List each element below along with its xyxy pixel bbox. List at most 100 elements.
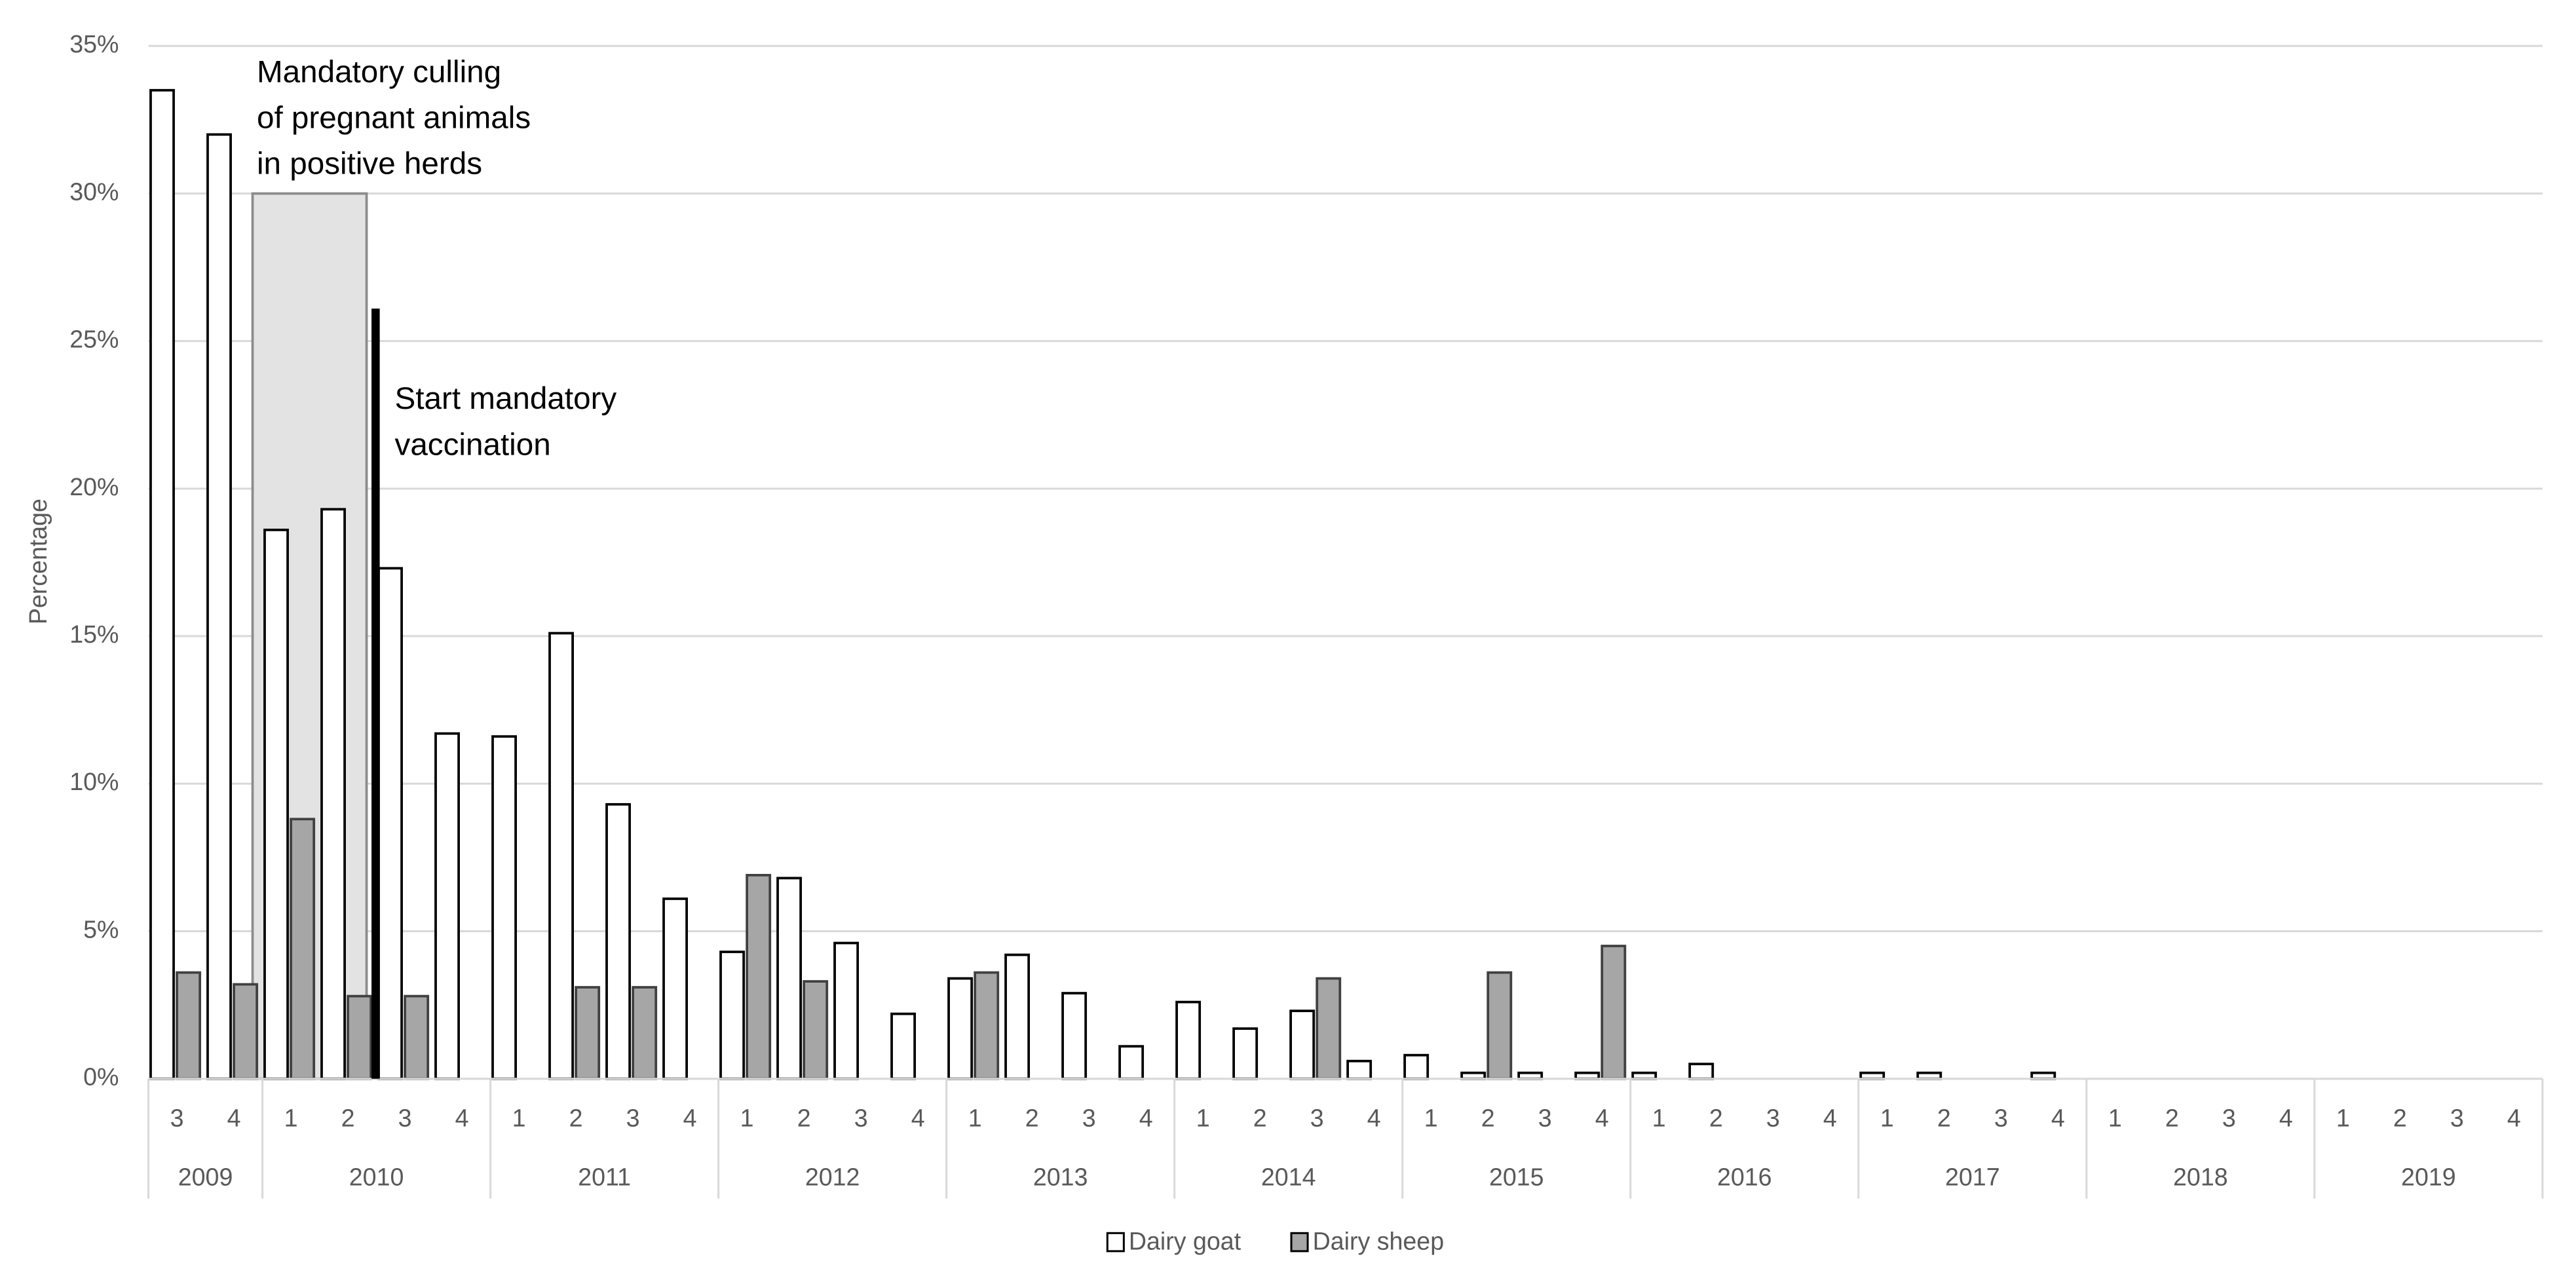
bar	[803, 980, 829, 1080]
x-tick-label: 1	[1880, 1104, 1894, 1131]
bar	[377, 567, 403, 1080]
x-tick-label: 4	[1823, 1104, 1837, 1131]
x-tick-label: 2	[1709, 1104, 1723, 1131]
bar	[491, 735, 517, 1080]
bar	[1346, 1059, 1373, 1080]
bar	[632, 986, 658, 1080]
bar	[776, 877, 803, 1080]
annotation-text: of pregnant animals	[257, 101, 531, 136]
bar	[1061, 992, 1088, 1080]
x-tick-label: 3	[2450, 1104, 2464, 1131]
legend-label: Dairy goat	[1129, 1227, 1241, 1255]
bar	[320, 508, 346, 1080]
x-tick-label: 1	[2108, 1104, 2122, 1131]
annotation-text: vaccination	[395, 427, 551, 462]
bar	[605, 802, 631, 1080]
x-tick-label: 2	[2393, 1104, 2407, 1131]
bar	[434, 732, 460, 1080]
x-tick-label: 2	[1481, 1104, 1495, 1131]
x-tick-label: 3	[398, 1104, 412, 1131]
legend-swatch	[1290, 1232, 1309, 1253]
y-axis-label: Percentage	[24, 499, 52, 624]
x-tick-label: 3	[1310, 1104, 1324, 1131]
bar	[1289, 1010, 1316, 1080]
x-tick-label: 4	[1595, 1104, 1609, 1131]
y-tick-label: 10%	[69, 768, 119, 795]
bar	[548, 632, 574, 1080]
bar	[947, 977, 974, 1080]
bar	[1487, 971, 1513, 1080]
x-tick-label: 4	[1367, 1104, 1381, 1131]
x-tick-label: 4	[683, 1104, 697, 1131]
bar	[1175, 1000, 1202, 1080]
x-tick-label: 4	[911, 1104, 925, 1131]
x-tick-label: 1	[2336, 1104, 2350, 1131]
bar	[206, 133, 232, 1080]
year-label: 2016	[1717, 1163, 1772, 1191]
x-tick-label: 1	[284, 1104, 298, 1131]
bar	[1232, 1027, 1259, 1080]
year-label: 2019	[2401, 1163, 2456, 1191]
y-tick-label: 30%	[69, 178, 119, 205]
y-tick-label: 5%	[83, 915, 119, 943]
year-label: 2014	[1261, 1163, 1316, 1191]
year-label: 2012	[805, 1163, 860, 1191]
year-label: 2015	[1489, 1163, 1544, 1191]
bar	[1118, 1045, 1145, 1080]
bar	[575, 986, 601, 1080]
y-tick-label: 20%	[69, 473, 119, 500]
x-tick-label: 2	[797, 1104, 811, 1131]
x-tick-label: 1	[968, 1104, 982, 1131]
x-tick-label: 3	[1082, 1104, 1096, 1131]
bar	[974, 971, 1000, 1080]
x-tick-label: 4	[2051, 1104, 2065, 1131]
x-tick-label: 2	[341, 1104, 355, 1131]
x-tick-label: 3	[854, 1104, 868, 1131]
x-tick-label: 1	[1196, 1104, 1210, 1131]
x-tick-label: 1	[512, 1104, 526, 1131]
bar	[149, 88, 175, 1080]
y-tick-label: 35%	[69, 30, 119, 58]
x-tick-label: 4	[455, 1104, 469, 1131]
x-tick-label: 2	[1025, 1104, 1039, 1131]
annotation-text: Mandatory culling	[257, 54, 501, 89]
bar	[1601, 945, 1627, 1080]
bar	[1004, 953, 1031, 1080]
bar	[176, 971, 202, 1080]
x-tick-label: 3	[1538, 1104, 1552, 1131]
bar	[1403, 1053, 1430, 1080]
x-tick-label: 3	[626, 1104, 640, 1131]
year-label: 2009	[178, 1163, 233, 1191]
legend-swatch	[1106, 1232, 1125, 1253]
x-tick-label: 4	[1139, 1104, 1153, 1131]
x-tick-label: 2	[569, 1104, 583, 1131]
x-tick-label: 1	[740, 1104, 754, 1131]
x-tick-label: 2	[2165, 1104, 2179, 1131]
x-tick-label: 4	[2279, 1104, 2293, 1131]
bar	[890, 1012, 917, 1080]
year-label: 2018	[2173, 1163, 2228, 1191]
x-tick-label: 3	[170, 1104, 184, 1131]
annotation-text: Start mandatory	[395, 381, 617, 416]
x-tick-label: 2	[1937, 1104, 1951, 1131]
bar	[1316, 977, 1342, 1080]
bar	[347, 994, 373, 1080]
x-tick-label: 4	[2507, 1104, 2521, 1131]
bar	[233, 983, 259, 1080]
bar	[290, 818, 316, 1080]
x-tick-label: 2	[1253, 1104, 1267, 1131]
y-tick-label: 0%	[83, 1063, 119, 1091]
year-label: 2010	[349, 1163, 404, 1191]
y-tick-label: 15%	[69, 620, 119, 648]
bar	[1688, 1063, 1714, 1080]
bar	[662, 897, 689, 1080]
bar	[833, 941, 860, 1080]
bar	[263, 529, 289, 1080]
year-label: 2013	[1033, 1163, 1088, 1191]
bar	[746, 874, 772, 1080]
year-label: 2017	[1945, 1163, 2000, 1191]
annotation-text: in positive herds	[257, 147, 482, 181]
legend-label: Dairy sheep	[1313, 1227, 1445, 1255]
